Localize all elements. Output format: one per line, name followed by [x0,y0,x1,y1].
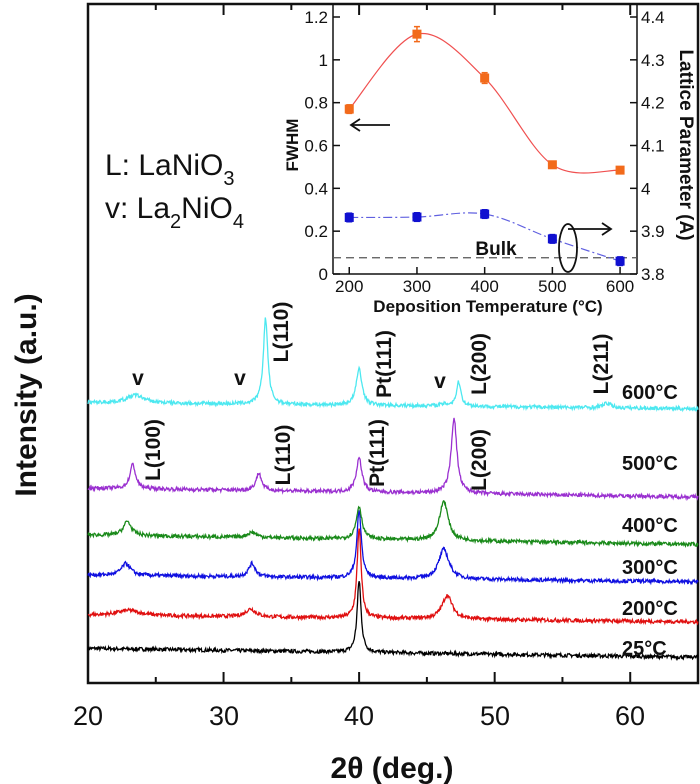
inset-y-tick-label: 0.2 [304,222,328,241]
main-x-tick-labels: 20 30 40 50 60 [73,701,645,731]
lattice-point [547,234,557,244]
xrd-curve-25 [87,581,699,661]
inset-y-right-tick-label: 3.9 [641,222,665,241]
x-tick-label: 50 [480,701,510,731]
peak-annotations: v v v L(110) Pt(111) L(200) L(211) L(100… [132,302,613,491]
fwhm-fit-line [348,32,621,174]
inset-y-tick-label: 0 [319,265,328,284]
xrd-curve-200 [87,528,699,626]
lattice-point [480,209,490,219]
inset-y-right-tick-label: 4.1 [641,137,665,156]
legend-la2nio4: v: La2NiO4 [105,192,244,233]
fwhm-point [412,29,422,39]
series-label-400: 400°C [622,515,678,537]
series-label-600: 600°C [622,382,678,404]
inset-y-tick-label: 0.8 [304,94,328,113]
xrd-curve-400 [87,499,699,549]
peak-label-l100: L(100) [142,419,165,481]
temperature-labels: 600°C 500°C 400°C 300°C 200°C 25°C [622,382,678,660]
inset-tick-labels: 200 300 400 500 600 0 3.8 0.2 3.9 0.4 4 0.6 4.1 0.8 4.… [304,8,664,296]
inset-data [333,25,637,267]
x-axis-title: 2θ (deg.) [331,752,454,784]
main-x-ticks [154,4,632,683]
fwhm-point [344,104,354,114]
axis-arrow-right [558,222,613,273]
inset-y-right-tick-label: 4.4 [641,8,665,27]
lattice-point [344,212,354,222]
phase-legend: L: LaNiO3 v: La2NiO4 [105,149,244,233]
peak-label-v: v [234,367,246,390]
peak-label-l200: L(200) [468,333,491,395]
peak-label-l200: L(200) [468,429,491,491]
inset-ticks [333,16,637,275]
main-plot-frame [86,2,700,685]
xrd-curve-500 [87,417,699,502]
peak-label-l110: L(110) [270,302,293,363]
inset-y-tick-label: 1 [319,51,328,70]
xrd-curves [87,317,699,661]
inset-x-tick-label: 400 [470,277,498,296]
inset-y-tick-label: 0.4 [304,179,328,198]
inset-y-right-tick-label: 4.2 [641,94,665,113]
x-tick-label: 60 [615,701,645,731]
x-tick-label: 40 [344,701,374,731]
series-label-200: 200°C [622,598,678,620]
peak-label-l211: L(211) [590,334,613,395]
inset-y-axis-title: FWHM [283,119,302,172]
series-label-300: 300°C [622,557,678,579]
inset-y-right-axis-title: Lattice Parameter (A) [675,49,696,240]
inset-x-tick-label: 300 [403,277,431,296]
inset-y-tick-label: 0.6 [304,137,328,156]
xrd-curve-300 [87,509,699,586]
fwhm-point [480,73,490,83]
inset-x-tick-label: 200 [335,277,363,296]
peak-label-v: v [132,367,144,390]
lattice-point [615,256,625,266]
legend-lanio3: L: LaNiO3 [105,149,235,190]
series-label-25: 25°C [622,638,667,660]
lattice-point [412,212,422,222]
bulk-label: Bulk [475,239,517,260]
inset-x-tick-label: 600 [606,277,634,296]
inset-y-right-tick-label: 4.3 [641,51,665,70]
fwhm-point [615,165,625,175]
inset-y-right-tick-label: 4 [641,179,650,198]
axis-arrow-left [349,118,390,132]
series-label-500: 500°C [622,453,678,475]
inset-y-tick-label: 1.2 [304,8,328,27]
x-tick-label: 30 [209,701,239,731]
x-tick-label: 20 [73,701,103,731]
inset-x-tick-label: 500 [538,277,566,296]
peak-label-pt111: Pt(111) [366,419,389,487]
peak-label-v: v [434,370,446,393]
fwhm-point [547,160,557,170]
peak-label-pt111: Pt(111) [373,330,396,398]
peak-label-l110: L(110) [272,425,295,486]
inset-x-axis-title: Deposition Temperature (°C) [373,297,602,316]
y-axis-title: Intensity (a.u.) [10,293,43,496]
inset-chart: 200 300 400 500 600 0 3.8 0.2 3.9 0.4 4 0.6 4.1 0.8 4.… [283,4,696,316]
xrd-curve-600 [87,317,699,413]
inset-y-right-tick-label: 3.8 [641,265,665,284]
